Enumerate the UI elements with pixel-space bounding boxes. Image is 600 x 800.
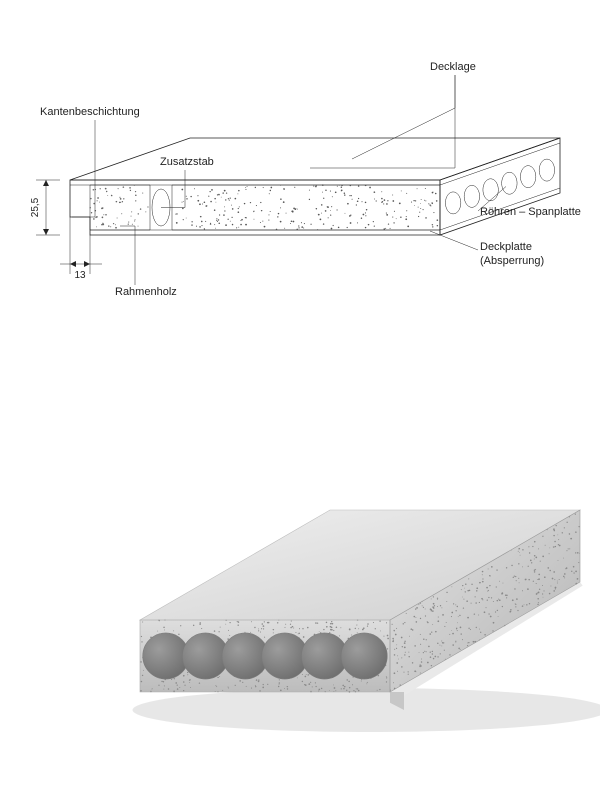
technical-diagram: 25,5 Decklage Kantenbeschichtung Zusatzstab… bbox=[0, 0, 600, 800]
label-zusatzstab: Zusatzstab bbox=[160, 156, 214, 168]
shaded-render bbox=[133, 510, 600, 732]
dim-height: 25,5 bbox=[30, 197, 41, 217]
label-deckplatte: Deckplatte bbox=[480, 241, 532, 253]
label-rahmenholz: Rahmenholz bbox=[115, 286, 177, 298]
label-kantenbeschichtung: Kantenbeschichtung bbox=[40, 106, 140, 118]
label-decklage: Decklage bbox=[430, 61, 476, 73]
label-roehren-spanplatte: Röhren – Spanplatte bbox=[480, 206, 581, 218]
dim-width: 13 bbox=[74, 270, 86, 281]
label-absperrung: (Absperrung) bbox=[480, 255, 544, 267]
